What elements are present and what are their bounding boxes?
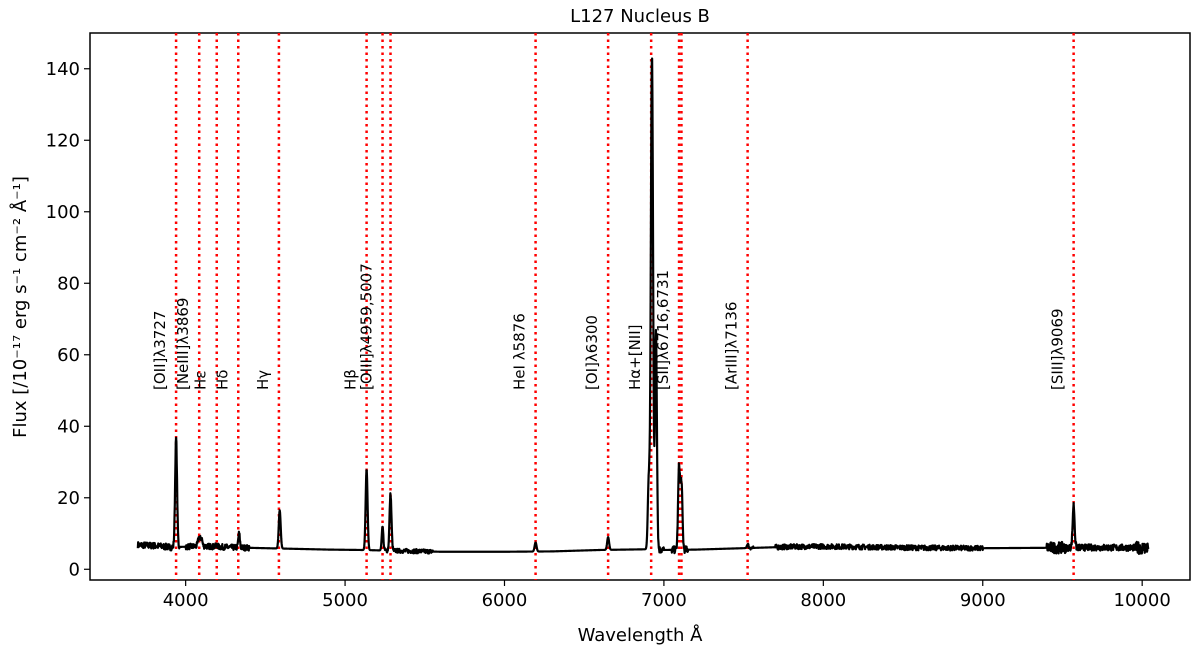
x-tick-label: 9000 [960, 590, 1006, 611]
emission-line-label: Hε [192, 371, 210, 390]
y-tick-label: 0 [69, 559, 80, 580]
spectrum-line [136, 57, 1150, 555]
x-tick-label: 5000 [322, 590, 368, 611]
emission-line-label: [NeIII]λ3869 [174, 298, 192, 390]
y-tick-label: 140 [46, 59, 80, 80]
x-axis: 4000 5000 6000 7000 8000 9000 10000 [163, 580, 1171, 611]
emission-line-label: [OII]λ3727 [151, 311, 169, 390]
y-tick-label: 120 [46, 130, 80, 151]
emission-line-label: [OI]λ6300 [583, 315, 601, 390]
plot-frame [89, 32, 1191, 581]
y-axis-title: Flux [/10⁻¹⁷ erg s⁻¹ cm⁻² Å⁻¹] [9, 176, 31, 438]
spectrum-series [136, 57, 1150, 555]
y-tick-label: 60 [57, 345, 80, 366]
x-tick-label: 8000 [800, 590, 846, 611]
x-tick-label: 6000 [482, 590, 528, 611]
y-axis: 0 20 40 60 80 100 120 140 [46, 59, 90, 580]
emission-line-label: HeI λ5876 [511, 313, 529, 390]
x-axis-title: Wavelength Å [578, 624, 704, 646]
emission-line-label: Hγ [254, 370, 272, 390]
plot-area: [OII]λ3727 [NeIII]λ3869 Hε Hδ Hγ Hβ[OIII]λ495… [89, 32, 1191, 581]
emission-line-label: Hδ [213, 370, 231, 390]
emission-line-labels: [OII]λ3727 [NeIII]λ3869 Hε Hδ Hγ Hβ[OIII]λ495… [151, 263, 1067, 390]
emission-line-markers [174, 33, 1075, 580]
y-tick-label: 40 [57, 416, 80, 437]
y-tick-label: 20 [57, 488, 80, 509]
y-tick-label: 100 [46, 202, 80, 223]
emission-line-label: [SII]λ6716,6731 [654, 270, 672, 390]
emission-line-label: Hβ [342, 369, 360, 390]
emission-line-label: [SIII]λ9069 [1049, 308, 1067, 390]
x-tick-label: 4000 [163, 590, 209, 611]
emission-line-label: [OIII]λ4959,5007 [358, 263, 376, 390]
chart-title: L127 Nucleus B [570, 6, 710, 27]
x-tick-label: 7000 [641, 590, 687, 611]
x-tick-label: 10000 [1114, 590, 1171, 611]
emission-line-label: Hα+[NII] [626, 324, 644, 390]
emission-line-label: [ArIII]λ7136 [723, 302, 741, 390]
y-tick-label: 80 [57, 273, 80, 294]
